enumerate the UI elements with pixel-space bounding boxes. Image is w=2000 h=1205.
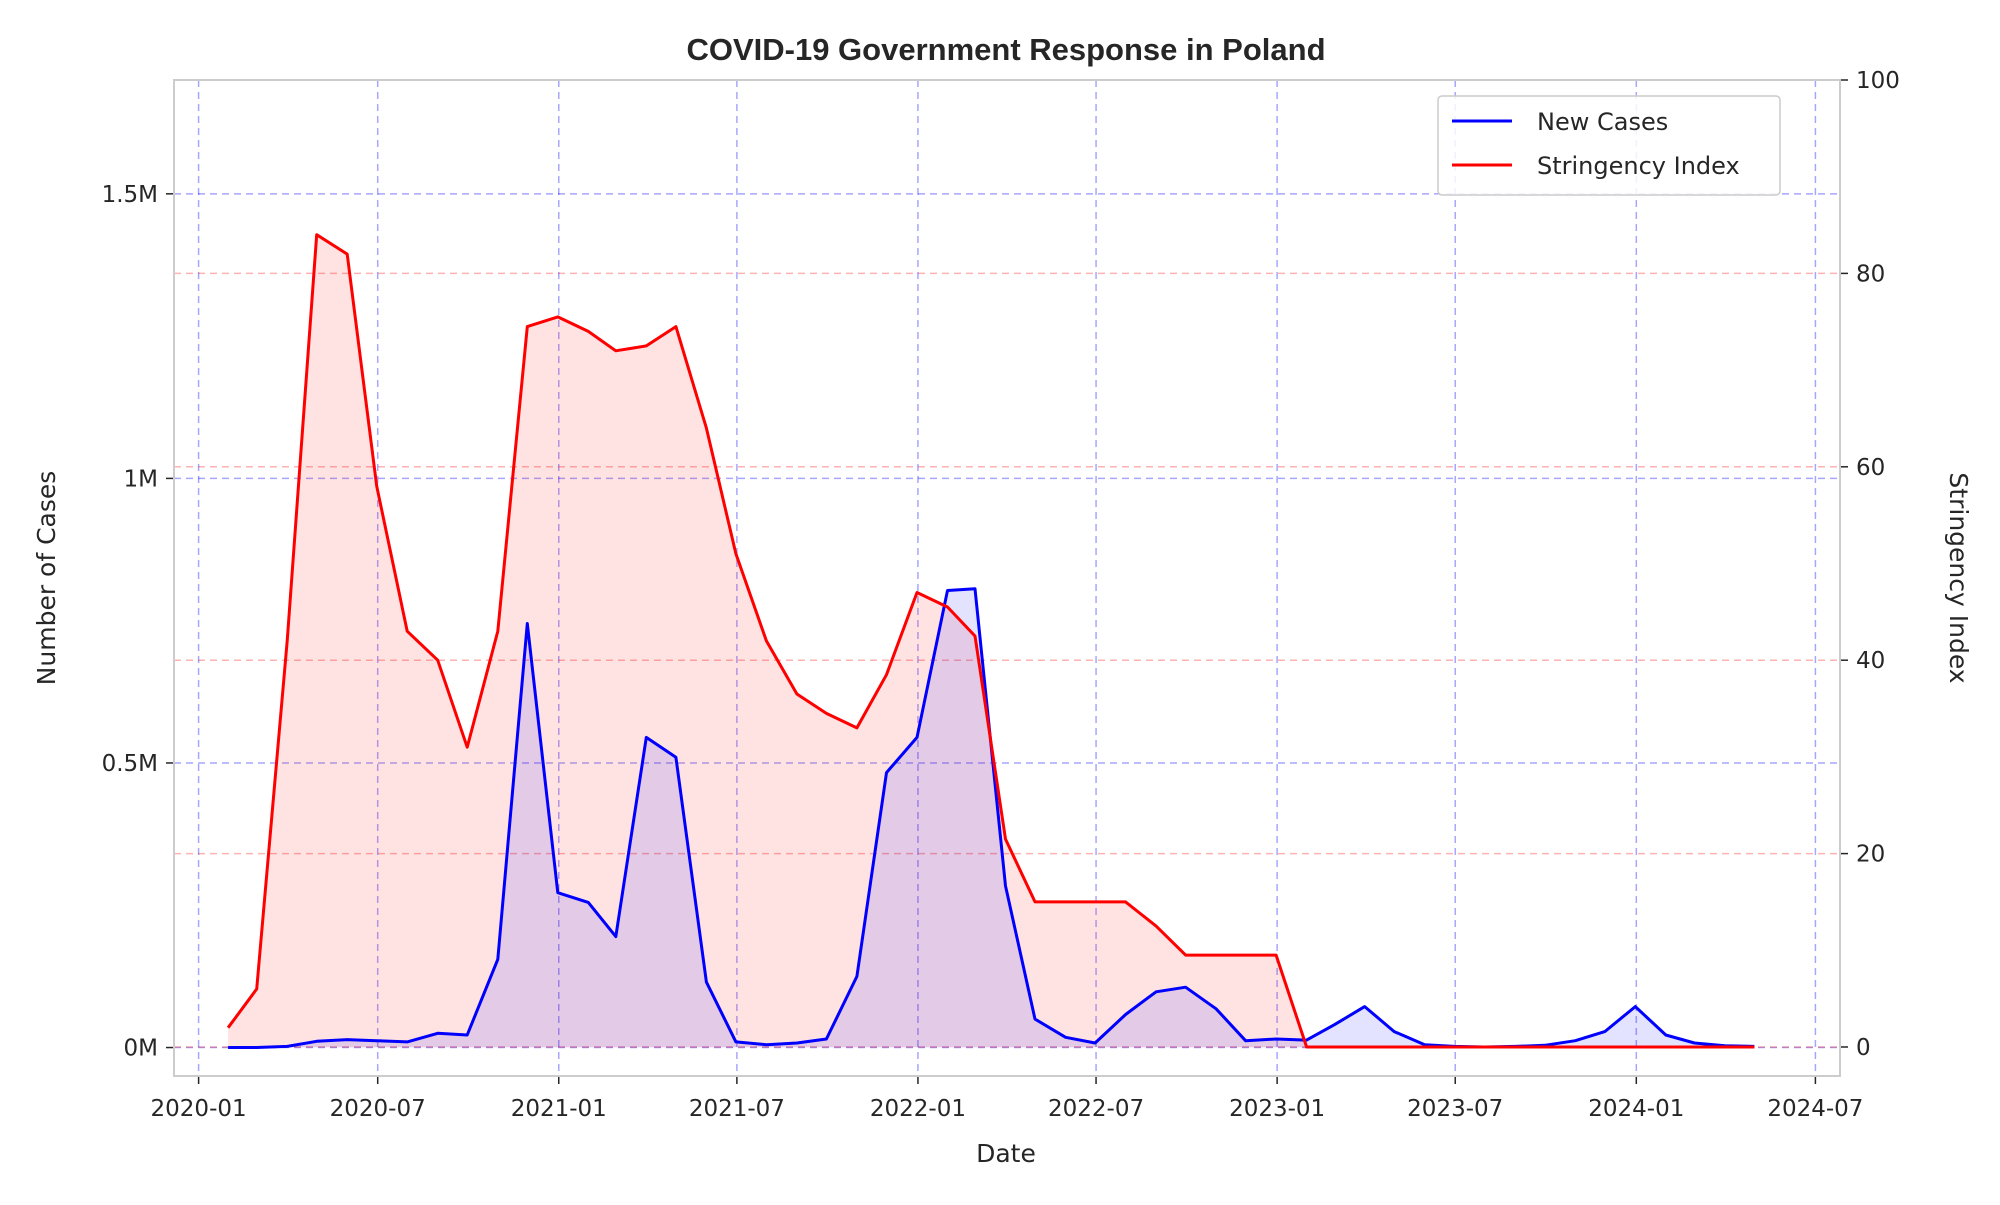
plot-frame — [173, 79, 1841, 1077]
y-tick-label-left: 1.5M — [102, 182, 158, 208]
legend-label-stringency-index: Stringency Index — [1537, 152, 1740, 180]
legend-label-new-cases: New Cases — [1537, 108, 1668, 136]
x-tick-label: 2021-07 — [689, 1096, 785, 1122]
stringency-index-line — [226, 233, 1755, 1049]
legend: New Cases Stringency Index — [1437, 95, 1781, 196]
y-tick-label-left: 0M — [124, 1036, 158, 1062]
x-axis-label: Date — [976, 1139, 1036, 1168]
x-tick-label: 2023-01 — [1229, 1096, 1325, 1122]
x-tick-label: 2022-01 — [870, 1096, 966, 1122]
legend-box — [1437, 95, 1781, 196]
x-tick-label: 2022-07 — [1048, 1096, 1144, 1122]
y-axis-label-right: Stringency Index — [1944, 472, 1973, 683]
y-tick-label-left: 0.5M — [102, 751, 158, 777]
x-tick-label: 2024-07 — [1767, 1096, 1863, 1122]
line-layer — [226, 233, 1755, 1049]
stringency-index-area — [228, 234, 1755, 1047]
x-tick-label: 2020-07 — [330, 1096, 426, 1122]
y-tick-label-right: 60 — [1856, 455, 1885, 481]
y-tick-label-right: 100 — [1856, 68, 1900, 94]
y-tick-label-right: 0 — [1856, 1035, 1871, 1061]
x-tick-label: 2021-01 — [511, 1096, 607, 1122]
x-tick-label: 2020-01 — [151, 1096, 247, 1122]
y-tick-label-left: 1M — [124, 466, 158, 492]
axis-layer: 2020-01 2020-07 2021-01 2021-07 2022-01 2022-… — [102, 68, 1900, 1122]
x-tick-label: 2024-01 — [1588, 1096, 1684, 1122]
x-tick-label: 2023-07 — [1407, 1096, 1503, 1122]
y-tick-label-right: 80 — [1856, 261, 1885, 287]
y-tick-label-right: 20 — [1856, 842, 1885, 868]
grid-layer — [174, 79, 1840, 1076]
y-axis-label-left: Number of Cases — [32, 471, 61, 686]
chart-title: COVID-19 Government Response in Poland — [686, 32, 1325, 67]
fill-layer — [228, 234, 1755, 1048]
new-cases-area — [228, 588, 1755, 1048]
y-tick-label-right: 40 — [1856, 648, 1885, 674]
